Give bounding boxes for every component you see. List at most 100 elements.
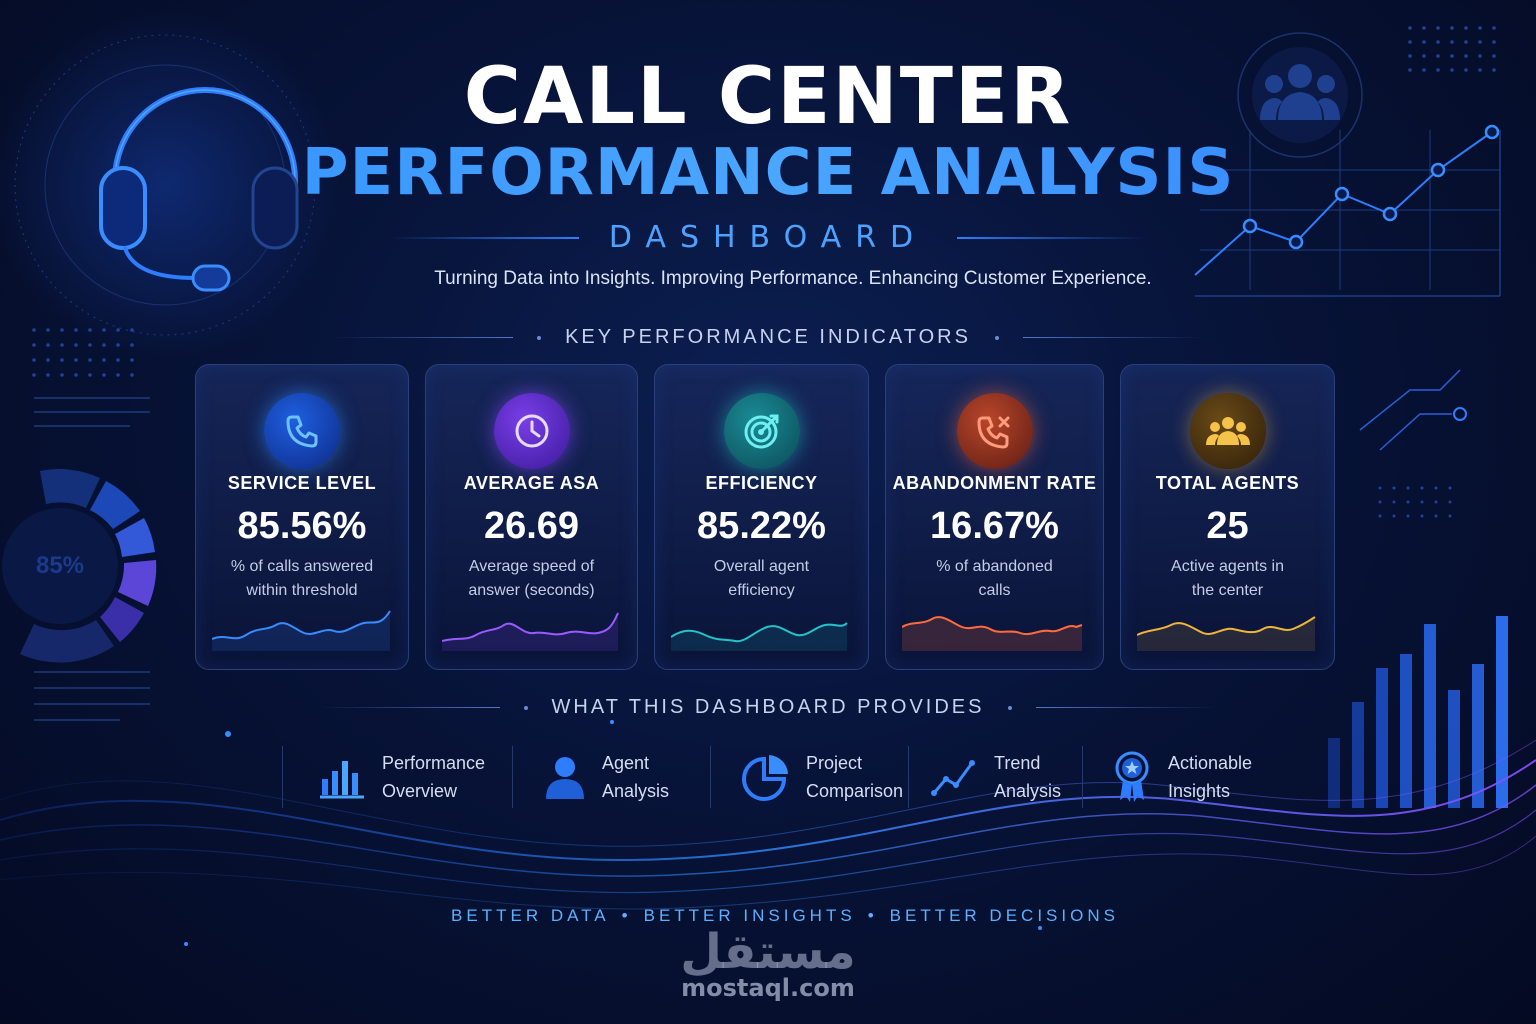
sparkline xyxy=(442,612,619,651)
gauge-label: 85% xyxy=(35,552,85,579)
footer-tag-insights: BETTER INSIGHTS xyxy=(643,906,856,925)
kpi-cards: SERVICE LEVEL 85.56% % of calls answered… xyxy=(195,364,1335,670)
sparkline xyxy=(212,610,391,651)
provides-row: Performance Overview Agent Analysis Proj… xyxy=(282,742,1282,812)
kpi-desc-line: Average speed of xyxy=(468,558,595,575)
divider-dot xyxy=(1008,705,1013,710)
kpi-label: ABANDONMENT RATE xyxy=(892,473,1097,493)
kpi-card-abandonment-rate: ABANDONMENT RATE 16.67% % of abandoned c… xyxy=(885,364,1104,670)
footer-tag-data: BETTER DATA xyxy=(451,906,610,925)
kpi-value: 25 xyxy=(1206,505,1249,547)
people-icon xyxy=(1260,64,1340,120)
divider-line xyxy=(957,236,1148,239)
separator xyxy=(282,746,283,808)
divider-line xyxy=(333,337,514,338)
provides-item-agent-analysis: Agent Analysis xyxy=(544,742,669,812)
provides-label: Actionable Insights xyxy=(1168,749,1252,805)
trend-line-icon xyxy=(931,760,975,796)
divider-line xyxy=(319,707,500,708)
kpi-desc-line: % of calls answered xyxy=(230,558,374,575)
provides-label-line: Performance xyxy=(382,753,486,773)
kpi-value: 85.22% xyxy=(697,505,826,547)
bullet-icon: • xyxy=(621,906,632,925)
clock-icon xyxy=(493,393,570,469)
agents-icon xyxy=(1189,393,1266,469)
kpi-heading-label: KEY PERFORMANCE INDICATORS xyxy=(565,326,971,348)
kpi-label: TOTAL AGENTS xyxy=(1155,473,1300,493)
divider-line xyxy=(1022,337,1203,338)
kpi-value: 16.67% xyxy=(930,505,1059,547)
kpi-card-efficiency: EFFICIENCY 85.22% Overall agent efficien… xyxy=(654,364,869,670)
provides-label-line: Analysis xyxy=(602,781,670,801)
kpi-description: Average speed of answer (seconds) xyxy=(446,555,617,603)
kpi-desc-line: % of abandoned xyxy=(936,558,1053,575)
provides-section-heading: WHAT THIS DASHBOARD PROVIDES xyxy=(0,696,1536,719)
kpi-card-average-asa: AVERAGE ASA 26.69 Average speed of answe… xyxy=(425,364,638,670)
divider-dot xyxy=(994,335,999,340)
kpi-description: % of abandoned calls xyxy=(906,555,1083,603)
kpi-label: AVERAGE ASA xyxy=(463,473,600,493)
watermark-logo: مستقل xyxy=(680,924,856,980)
title-dashboard-row: DASHBOARD xyxy=(0,220,1536,255)
sparkline xyxy=(902,616,1083,651)
pie-chart-icon xyxy=(742,755,788,801)
kpi-label: EFFICIENCY xyxy=(705,473,818,493)
kpi-description: Overall agent efficiency xyxy=(675,555,848,603)
kpi-card-service-level: SERVICE LEVEL 85.56% % of calls answered… xyxy=(195,364,409,670)
kpi-desc-line: the center xyxy=(1191,582,1264,599)
provides-label-line: Analysis xyxy=(994,781,1062,801)
divider-line xyxy=(1036,707,1217,708)
title-call-center: CALL CENTER xyxy=(463,52,1073,142)
phone-icon xyxy=(264,393,340,469)
provides-label: Agent Analysis xyxy=(602,749,669,805)
headset-icon xyxy=(99,87,299,292)
provides-label-line: Comparison xyxy=(806,781,904,801)
separator xyxy=(1082,746,1083,808)
provides-label-line: Insights xyxy=(1168,781,1231,801)
provides-label-line: Overview xyxy=(382,781,458,801)
provides-label-line: Trend xyxy=(994,753,1041,773)
kpi-card-total-agents: TOTAL AGENTS 25 Active agents in the cen… xyxy=(1120,364,1335,670)
provides-item-trend-analysis: Trend Analysis xyxy=(930,742,1061,812)
separator xyxy=(908,746,909,808)
kpi-desc-line: within threshold xyxy=(246,582,358,599)
bar-chart-icon xyxy=(320,761,364,799)
kpi-description: % of calls answered within threshold xyxy=(216,555,388,603)
provides-label: Performance Overview xyxy=(382,749,485,805)
sparkline xyxy=(671,622,848,651)
separator xyxy=(512,746,513,808)
provides-item-actionable-insights: Actionable Insights xyxy=(1112,742,1252,812)
title-performance-analysis: PERFORMANCE ANALYSIS xyxy=(0,136,1536,210)
divider-line xyxy=(388,236,579,239)
sparkline xyxy=(1137,616,1316,651)
kpi-desc-line: Overall agent xyxy=(713,558,810,575)
tagline: Turning Data into Insights. Improving Pe… xyxy=(434,268,1152,289)
kpi-desc-line: answer (seconds) xyxy=(468,582,595,599)
footer-tagline: BETTER DATA • BETTER INSIGHTS • BETTER DECIS… xyxy=(0,906,1536,926)
kpi-desc-line: efficiency xyxy=(728,582,795,599)
provides-label: Trend Analysis xyxy=(994,749,1061,805)
person-icon xyxy=(546,757,584,799)
divider-dot xyxy=(523,705,528,710)
provides-label: Project Comparison xyxy=(806,749,903,805)
kpi-desc-line: Active agents in xyxy=(1171,558,1284,575)
watermark-url: mostaql.com xyxy=(681,974,855,1002)
bullet-icon: • xyxy=(867,906,878,925)
provides-item-project-comparison: Project Comparison xyxy=(742,742,903,812)
kpi-value: 26.69 xyxy=(483,505,580,547)
kpi-value: 85.56% xyxy=(237,505,367,547)
provides-item-performance-overview: Performance Overview xyxy=(318,742,485,812)
phone-missed-icon xyxy=(956,393,1033,469)
award-badge-icon xyxy=(1115,751,1149,802)
provides-label-line: Actionable xyxy=(1168,753,1253,773)
kpi-label: SERVICE LEVEL xyxy=(227,473,377,493)
kpi-section-heading: KEY PERFORMANCE INDICATORS xyxy=(0,326,1536,349)
title-dashboard: DASHBOARD xyxy=(608,220,928,255)
provides-label-line: Project xyxy=(806,753,863,773)
kpi-desc-line: calls xyxy=(978,582,1011,599)
separator xyxy=(710,746,711,808)
target-icon xyxy=(723,393,800,469)
provides-label-line: Agent xyxy=(602,753,650,773)
divider-dot xyxy=(537,335,542,340)
